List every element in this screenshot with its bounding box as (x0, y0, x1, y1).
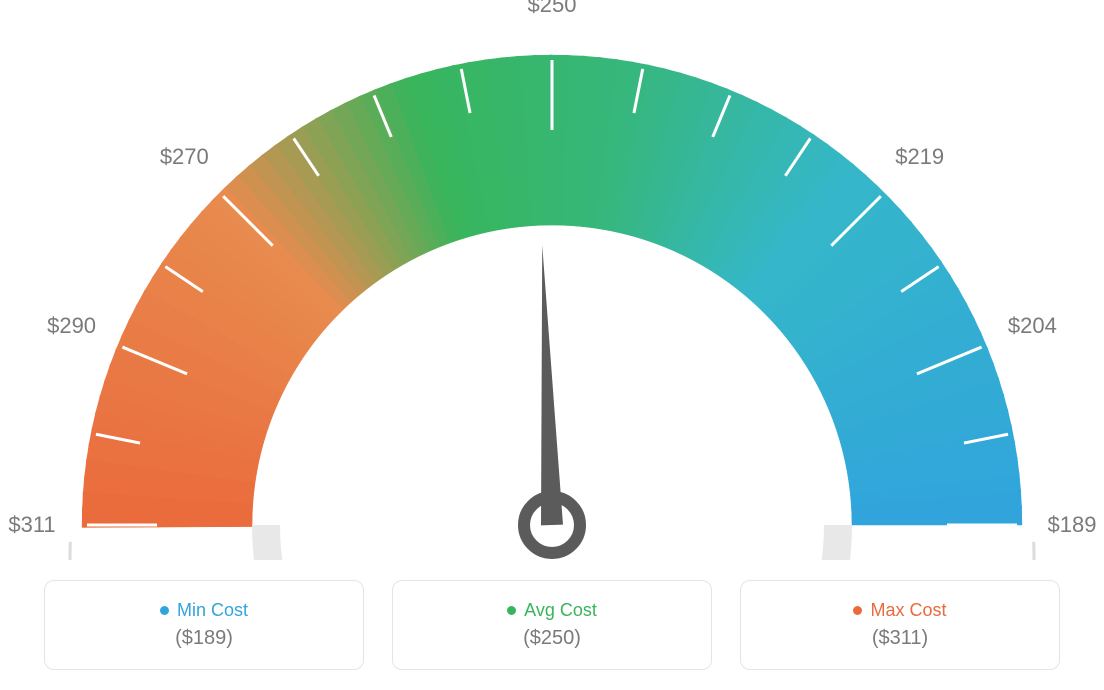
gauge-tick-label: $189 (1048, 512, 1097, 538)
legend-label-row: Max Cost (853, 600, 946, 621)
gauge-tick-label: $290 (47, 313, 96, 339)
legend-label: Avg Cost (524, 600, 597, 621)
gauge-tick-label: $219 (895, 144, 944, 170)
legend-dot-icon (160, 606, 169, 615)
legend-card: Min Cost ($189) (44, 580, 364, 670)
gauge-svg (0, 0, 1104, 560)
legend-value: ($250) (523, 627, 581, 650)
legend-label-row: Min Cost (160, 600, 248, 621)
legend-label: Max Cost (870, 600, 946, 621)
gauge-tick-label: $204 (1008, 313, 1057, 339)
legend-label: Min Cost (177, 600, 248, 621)
legend-label-row: Avg Cost (507, 600, 597, 621)
legend-dot-icon (507, 606, 516, 615)
legend-value: ($311) (872, 627, 928, 650)
gauge-tick-label: $270 (160, 144, 209, 170)
legend-value: ($189) (175, 627, 233, 650)
legend-card: Max Cost ($311) (740, 580, 1060, 670)
legend-row: Min Cost ($189) Avg Cost ($250) Max Cost ($31… (0, 580, 1104, 670)
legend-dot-icon (853, 606, 862, 615)
gauge-tick-label: $311 (8, 512, 55, 538)
gauge-tick-label: $250 (528, 0, 577, 18)
gauge-chart: $189 $204 $219 $250 $270 $290 $311 (0, 0, 1104, 560)
legend-card: Avg Cost ($250) (392, 580, 712, 670)
